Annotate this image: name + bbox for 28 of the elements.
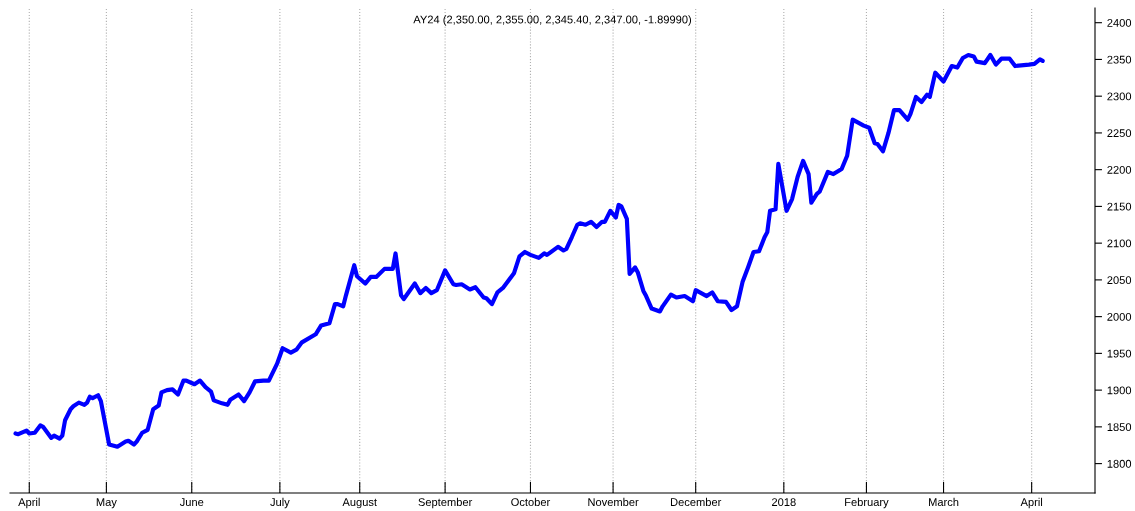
- y-tick-label: 2300: [1107, 92, 1132, 101]
- x-tick-label: February: [845, 497, 889, 509]
- x-tick-label: December: [670, 497, 722, 507]
- y-tick-label: 2000: [1107, 312, 1132, 321]
- y-tick-label: 2400: [1107, 18, 1132, 27]
- x-tick-label: August: [342, 498, 377, 509]
- line-series: [13, 52, 1045, 449]
- y-tick-label: 1900: [1107, 386, 1132, 395]
- x-tick-label: September: [418, 497, 473, 509]
- y-tick-label: 2350: [1107, 55, 1132, 64]
- y-tick-label: 1800: [1107, 459, 1132, 468]
- y-tick-label: 2200: [1107, 165, 1132, 174]
- y-tick-label: 1950: [1107, 349, 1132, 358]
- y-tick-label: 2250: [1107, 129, 1132, 138]
- x-tick-label: March: [929, 497, 959, 507]
- y-tick-label: 2150: [1107, 202, 1132, 211]
- text: AY24 (2,350.00, 2,355.00, 2,345.40, 2,347.00, -1.89990): [413, 15, 692, 26]
- x-tick-label: 2018: [772, 498, 796, 507]
- x-tick-label: July: [270, 497, 290, 509]
- x-tick-label: April: [1020, 497, 1043, 509]
- x-tick-label: May: [96, 498, 117, 509]
- x-tick-label: November: [588, 497, 639, 507]
- y-tick-label: 2100: [1107, 239, 1132, 248]
- y-tick-label: 2050: [1107, 276, 1132, 285]
- x-tick-label: June: [179, 498, 204, 507]
- x-tick-label: April: [18, 497, 40, 509]
- y-tick-label: 1850: [1107, 423, 1132, 431]
- x-tick-label: October: [511, 497, 551, 507]
